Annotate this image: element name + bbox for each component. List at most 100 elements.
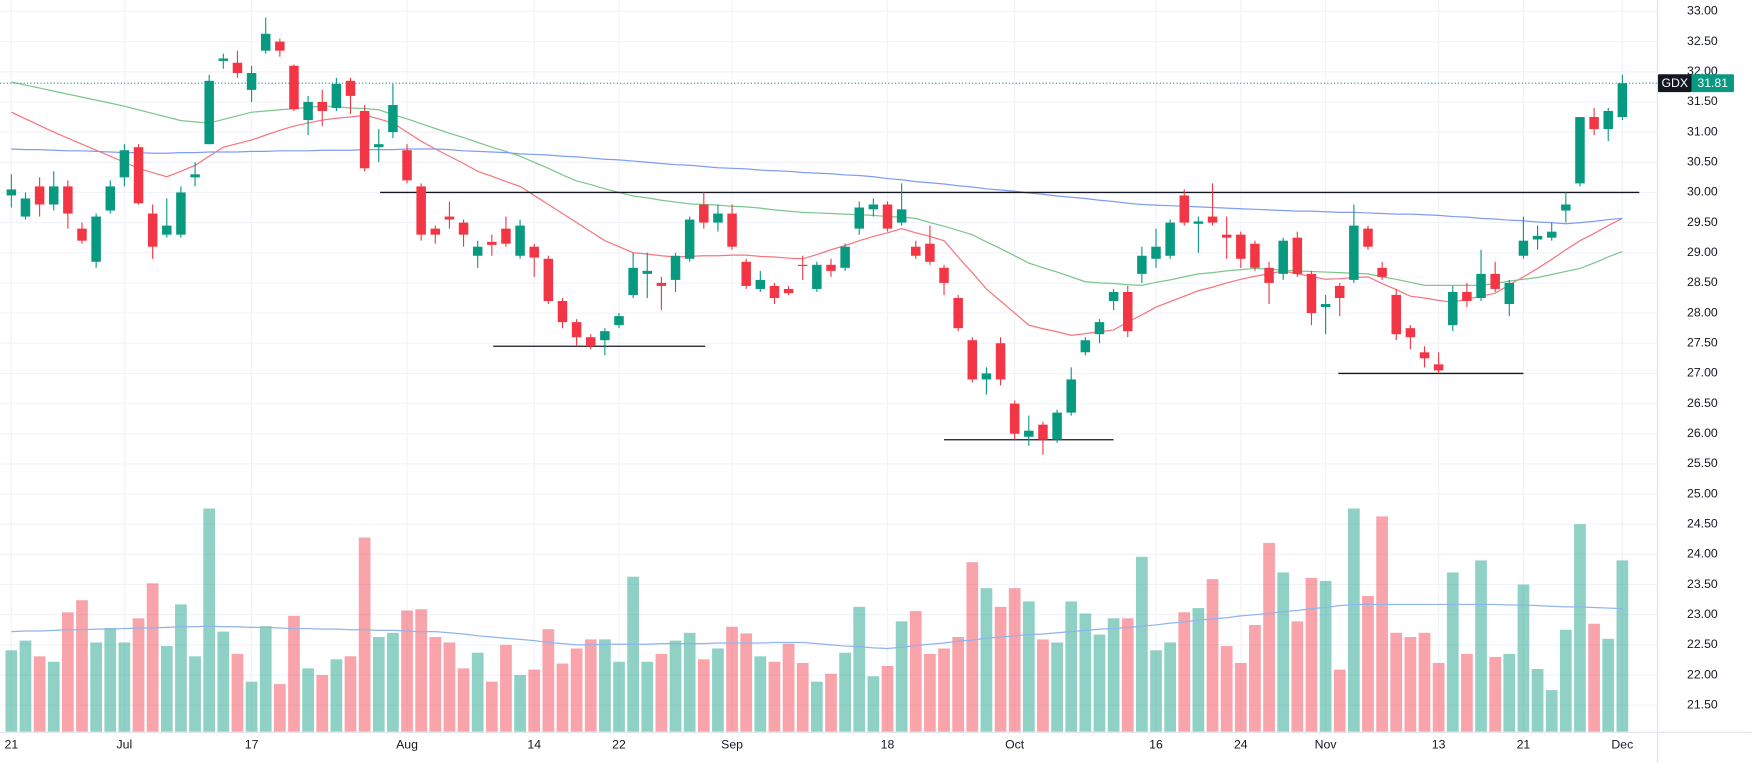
candle-body — [713, 213, 723, 223]
candle-body — [303, 101, 313, 121]
candle-body — [812, 264, 822, 289]
candle-body — [289, 65, 299, 110]
volume-bar — [1136, 556, 1148, 732]
volume-bar — [231, 653, 244, 732]
volume-bar — [584, 639, 597, 732]
candle-body — [1419, 352, 1430, 359]
volume-bar — [104, 627, 117, 732]
symbol-label: GDX — [1661, 76, 1688, 90]
volume-bar — [1249, 624, 1261, 732]
candle-body — [1207, 216, 1218, 223]
candle-body — [557, 301, 568, 323]
volume-bar — [1588, 623, 1600, 732]
candle-body — [1518, 240, 1529, 256]
volume-bar — [1333, 669, 1346, 732]
candle-body — [1009, 403, 1020, 434]
y-tick-label: 31.00 — [1687, 124, 1718, 138]
candle-body — [868, 204, 879, 210]
candle-body — [1094, 322, 1105, 335]
volume-bar — [358, 537, 371, 732]
candle-body — [388, 104, 398, 133]
candle-body — [1151, 246, 1161, 259]
volume-bar — [1178, 612, 1191, 732]
volume-bar — [273, 684, 286, 732]
volume-bar — [966, 562, 979, 732]
candle-body — [840, 246, 850, 268]
y-tick-label: 28.50 — [1687, 275, 1718, 289]
volume-bar — [895, 621, 908, 732]
candle-body — [1236, 234, 1246, 259]
volume-bar — [980, 588, 993, 732]
volume-bar — [697, 659, 710, 732]
volume-bar — [1107, 618, 1120, 732]
volume-bar — [1390, 632, 1403, 732]
candle-body — [1476, 273, 1486, 298]
volume-bar — [938, 648, 950, 732]
candle-body — [911, 246, 921, 256]
volume-bar — [344, 656, 357, 732]
candle-body — [1334, 285, 1345, 298]
candle-body — [882, 204, 893, 229]
volume-bar — [1616, 560, 1629, 732]
candle-body — [1504, 282, 1515, 305]
candle-body — [1448, 291, 1458, 326]
volume-bar — [1319, 580, 1332, 732]
volume-bar — [740, 633, 753, 732]
candle-body — [487, 241, 497, 245]
volume-bar — [556, 663, 569, 732]
volume-bar — [825, 673, 837, 732]
volume-bar — [5, 650, 18, 732]
candle-body — [571, 322, 582, 338]
volume-bar — [1446, 572, 1459, 732]
volume-bar — [641, 661, 654, 732]
candle-body — [176, 192, 186, 235]
volume-bar — [754, 656, 767, 732]
candle-body — [699, 204, 709, 223]
volume-bar — [1008, 588, 1021, 732]
candle-body — [755, 279, 766, 289]
volume-bar — [867, 676, 880, 732]
candle-body — [741, 261, 751, 286]
candle-body — [63, 186, 73, 214]
candle-body — [162, 225, 172, 235]
volume-bar — [372, 637, 385, 732]
volume-bar — [443, 642, 456, 732]
candle-body — [1490, 273, 1500, 289]
candle-body — [854, 207, 864, 229]
candle-body — [105, 186, 116, 211]
candle-body — [345, 80, 356, 96]
candle-body — [246, 72, 257, 90]
x-tick-label: Sep — [721, 737, 743, 751]
candle-body — [317, 101, 327, 111]
volume-bar — [471, 652, 484, 732]
volume-bar — [76, 600, 88, 732]
volume-bar — [1192, 608, 1205, 732]
volume-bar — [189, 656, 201, 732]
volume-bar — [1051, 642, 1063, 732]
volume-bar — [1517, 584, 1530, 732]
volume-bar — [1432, 662, 1445, 732]
candle-body — [1080, 340, 1091, 353]
volume-bar — [90, 642, 102, 732]
candle-body — [1221, 234, 1232, 238]
volume-bar — [1489, 656, 1502, 732]
volume-bar — [415, 609, 428, 732]
x-tick-label: Nov — [1315, 737, 1338, 751]
volume-layer — [5, 508, 1629, 732]
volume-bar — [528, 669, 541, 732]
x-tick-label: 21 — [5, 737, 19, 751]
symbol-tag — [1657, 74, 1692, 93]
y-tick-label: 25.50 — [1687, 456, 1718, 470]
candle-body — [1264, 267, 1274, 283]
volume-bar — [655, 653, 668, 732]
x-tick-label: Aug — [396, 737, 418, 751]
candle-body — [1546, 231, 1557, 238]
x-tick-label: 24 — [1234, 737, 1248, 751]
y-tick-label: 26.00 — [1687, 426, 1718, 440]
candle-body — [967, 340, 978, 380]
candle-body — [1108, 291, 1119, 302]
volume-bar — [259, 626, 272, 732]
candle-body — [1137, 255, 1147, 274]
